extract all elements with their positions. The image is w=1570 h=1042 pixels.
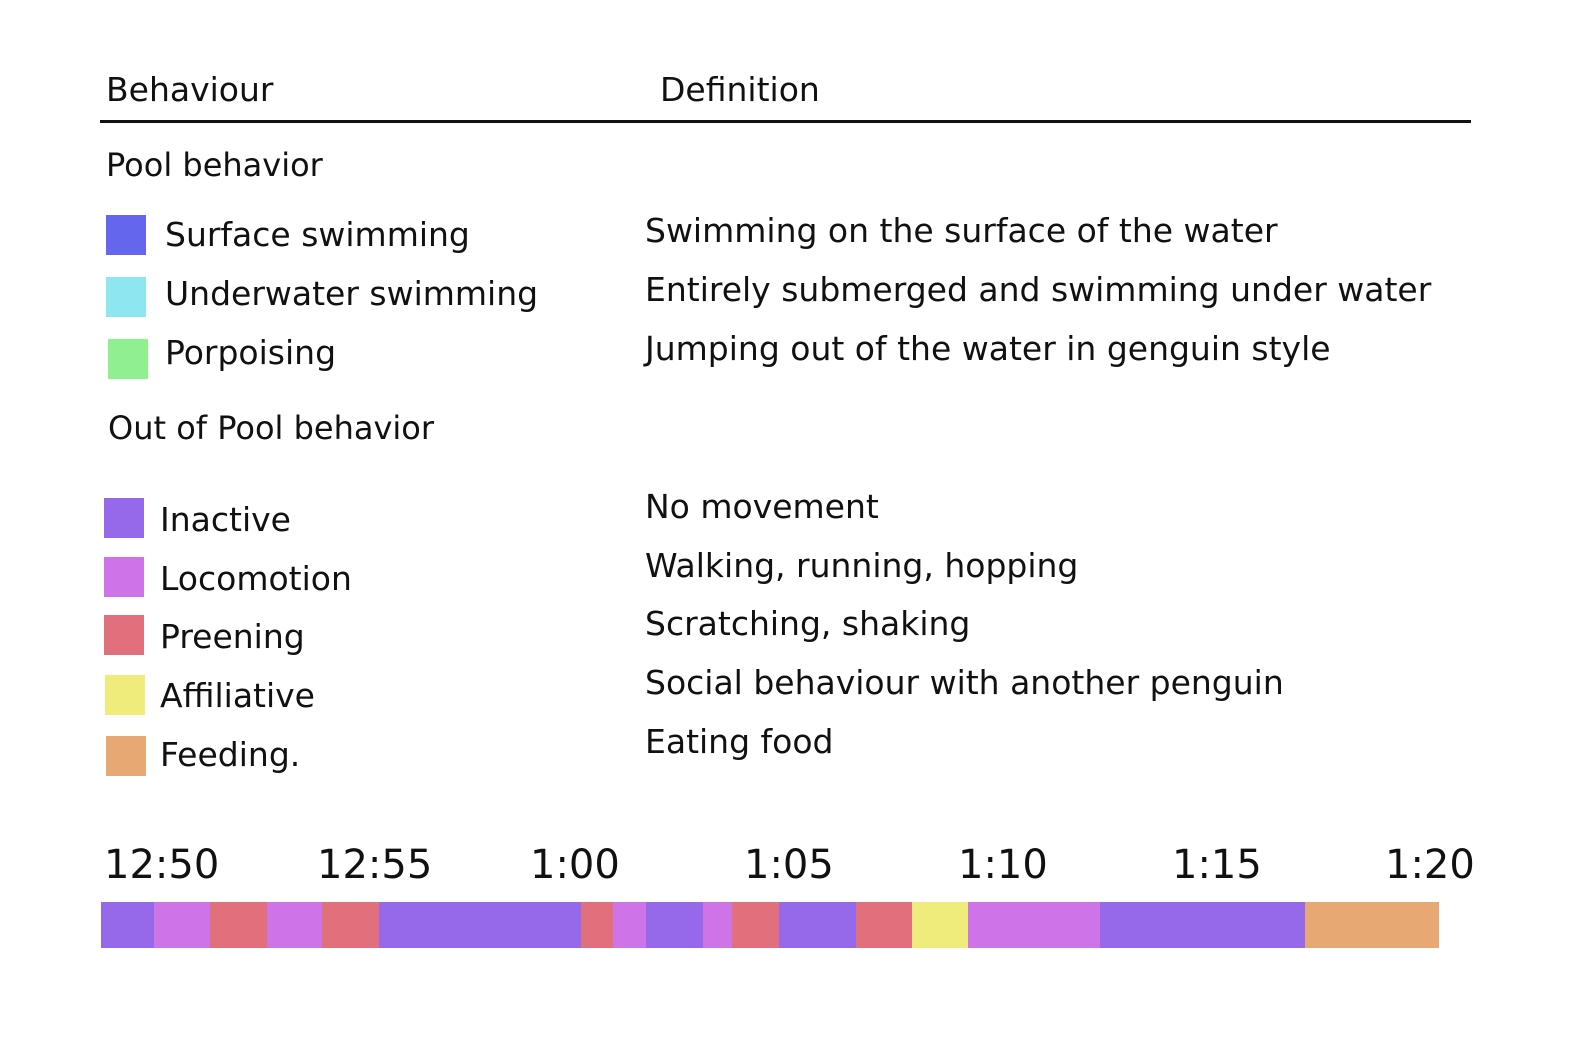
time-tick: 1:20 [1385, 842, 1475, 888]
timeline-segment-inactive [101, 902, 155, 948]
surface-swimming-swatch [106, 215, 146, 255]
timeline-segment-preening [732, 902, 780, 948]
behaviour-definition: Walking, running, hopping [645, 546, 1079, 585]
behaviour-label: Locomotion [160, 559, 352, 598]
time-tick: 1:05 [744, 842, 834, 888]
timeline-segment-locomotion [154, 902, 211, 948]
definition-column-header: Definition [660, 70, 820, 109]
behaviour-definition: Swimming on the surface of the water [645, 211, 1278, 250]
behaviour-definition: Social behaviour with another penguin [645, 663, 1284, 702]
behaviour-definition: Eating food [645, 722, 834, 761]
behaviour-definition: Scratching, shaking [645, 604, 971, 643]
time-tick: 12:50 [104, 842, 220, 888]
behaviour-label: Inactive [160, 500, 291, 539]
pool-behavior-heading: Pool behavior [106, 146, 323, 184]
timeline-segment-preening [581, 902, 614, 948]
timeline-segment-locomotion [968, 902, 1101, 948]
timeline-segment-inactive [378, 902, 582, 948]
timeline-segment-locomotion [703, 902, 733, 948]
timeline-segment-preening [322, 902, 380, 948]
time-tick: 1:10 [958, 842, 1048, 888]
timeline-segment-inactive [1099, 902, 1306, 948]
timeline-segment-inactive [779, 902, 857, 948]
behaviour-label: Surface swimming [165, 215, 470, 254]
locomotion-swatch [104, 557, 144, 597]
porpoising-swatch [108, 339, 148, 379]
timeline-segment-inactive [646, 902, 704, 948]
behaviour-label: Feeding. [160, 735, 301, 774]
time-tick: 1:00 [530, 842, 620, 888]
header-divider [100, 120, 1471, 123]
behaviour-definition: Jumping out of the water in genguin styl… [645, 329, 1331, 368]
behaviour-label: Underwater swimming [165, 274, 539, 313]
timeline-segment-affiliative [912, 902, 969, 948]
timeline-segment-feeding [1305, 902, 1440, 948]
timeline-segment-preening [210, 902, 268, 948]
time-tick: 12:55 [317, 842, 433, 888]
inactive-swatch [104, 498, 144, 538]
time-tick: 1:15 [1172, 842, 1262, 888]
behaviour-definition: No movement [645, 487, 879, 526]
timeline-segment-locomotion [266, 902, 323, 948]
timeline-segment-preening [856, 902, 913, 948]
behaviour-definition: Entirely submerged and swimming under wa… [645, 270, 1432, 309]
feeding-swatch [106, 736, 146, 776]
preening-swatch [104, 615, 144, 655]
behaviour-column-header: Behaviour [106, 70, 274, 109]
behaviour-label: Affiliative [160, 676, 315, 715]
timeline-segment-locomotion [612, 902, 647, 948]
affiliative-swatch [105, 675, 145, 715]
underwater-swimming-swatch [106, 277, 146, 317]
behaviour-label: Preening [160, 617, 305, 656]
out-of-pool-behavior-heading: Out of Pool behavior [108, 409, 435, 447]
behaviour-label: Porpoising [165, 333, 337, 372]
